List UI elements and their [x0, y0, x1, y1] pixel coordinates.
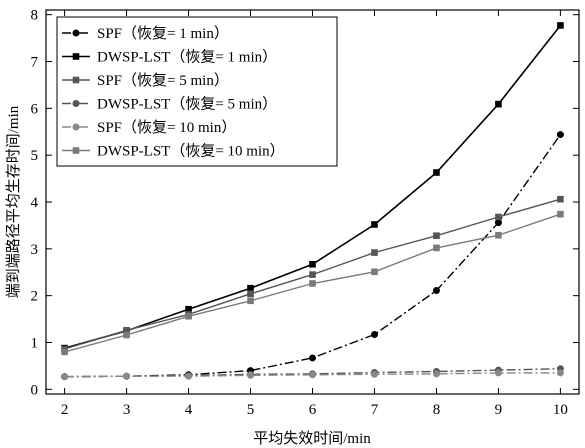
legend-label: SPF（恢复= 5 min） — [97, 71, 229, 89]
data-point — [247, 371, 255, 379]
y-tick-label: 4 — [31, 195, 39, 211]
y-tick-label: 7 — [31, 55, 39, 71]
series-3 — [61, 195, 564, 353]
x-tick-label: 9 — [495, 402, 503, 418]
data-point — [433, 244, 440, 252]
legend-box — [56, 16, 338, 167]
series-line — [64, 134, 561, 378]
y-tick-label: 5 — [31, 148, 39, 164]
legend-marker — [72, 147, 80, 154]
data-point — [309, 354, 316, 362]
data-point — [433, 169, 440, 176]
legend-label: SPF（恢复= 10 min） — [97, 118, 236, 136]
legend-item: DWSP-LST（恢复= 5 min） — [62, 95, 277, 113]
series-5 — [61, 369, 564, 381]
x-tick-label: 5 — [247, 402, 255, 418]
data-point — [61, 348, 68, 356]
data-point — [432, 370, 440, 378]
data-point — [309, 271, 316, 278]
data-point — [495, 100, 502, 108]
data-point — [557, 195, 564, 203]
x-tick-label: 2 — [61, 402, 69, 418]
data-point — [494, 219, 502, 227]
series-layer — [61, 22, 564, 381]
legend-label: DWSP-LST（恢复= 10 min） — [97, 142, 285, 160]
series-1 — [61, 131, 564, 381]
data-point — [309, 280, 316, 287]
data-point — [495, 231, 502, 239]
data-point — [247, 284, 254, 292]
legend: SPF（恢复= 1 min） DWSP-LST（恢复= 1 min） SPF（恢复=… — [56, 16, 338, 167]
data-point — [432, 287, 440, 295]
data-point — [494, 369, 502, 377]
data-point — [556, 131, 564, 139]
legend-marker — [72, 29, 80, 37]
data-point — [556, 369, 564, 377]
data-point — [371, 249, 378, 256]
data-point — [309, 260, 316, 268]
x-tick-label: 3 — [123, 402, 131, 418]
y-tick-label: 8 — [31, 8, 39, 24]
data-point — [123, 327, 130, 334]
data-point — [495, 213, 502, 221]
x-tick-label: 4 — [185, 402, 193, 418]
legend-label: DWSP-LST（恢复= 1 min） — [97, 48, 277, 66]
x-tick-label: 8 — [433, 402, 441, 418]
y-tick-label: 2 — [31, 289, 39, 305]
legend-marker — [72, 76, 80, 84]
x-tick-label: 6 — [309, 402, 317, 418]
legend-item: SPF（恢复= 5 min） — [62, 71, 229, 89]
legend-item: DWSP-LST（恢复= 1 min） — [62, 48, 277, 66]
data-point — [557, 22, 564, 29]
data-point — [185, 305, 192, 313]
data-point — [371, 221, 378, 228]
data-point — [433, 232, 440, 240]
legend-marker — [72, 53, 80, 60]
data-point — [61, 373, 69, 381]
legend-label: SPF（恢复= 1 min） — [97, 24, 229, 42]
tick-labels: 2 3 4 5 6 7 8 9 10 0 1 2 3 4 5 6 7 8 — [31, 8, 568, 418]
series-6 — [61, 210, 564, 356]
legend-item: SPF（恢复= 1 min） — [62, 24, 229, 42]
axis-ticks — [46, 10, 579, 394]
data-point — [370, 370, 378, 378]
y-tick-label: 0 — [31, 382, 39, 398]
y-tick-label: 6 — [31, 101, 39, 117]
legend-item: DWSP-LST（恢复= 10 min） — [62, 142, 285, 160]
y-tick-label: 3 — [31, 242, 39, 258]
data-point — [185, 372, 193, 380]
x-tick-label: 7 — [371, 402, 379, 418]
data-point — [123, 331, 130, 339]
series-line — [64, 368, 561, 378]
x-tick-label: 10 — [553, 402, 568, 418]
data-point — [247, 297, 254, 305]
y-tick-label: 1 — [31, 335, 39, 351]
data-point — [123, 372, 131, 380]
data-point — [309, 371, 316, 379]
data-point — [557, 210, 564, 218]
x-axis-title: 平均失效时间/min — [253, 430, 371, 447]
legend-label: DWSP-LST（恢复= 5 min） — [97, 95, 277, 113]
data-point — [185, 312, 192, 320]
legend-item: SPF（恢复= 10 min） — [62, 118, 236, 136]
y-axis-title: 端到端路径平均生存时间/min — [5, 105, 22, 298]
data-point — [370, 331, 378, 339]
data-point — [371, 268, 378, 276]
series-line — [64, 372, 561, 378]
legend-marker — [72, 100, 80, 107]
legend-marker — [72, 123, 80, 131]
data-point — [247, 290, 254, 298]
